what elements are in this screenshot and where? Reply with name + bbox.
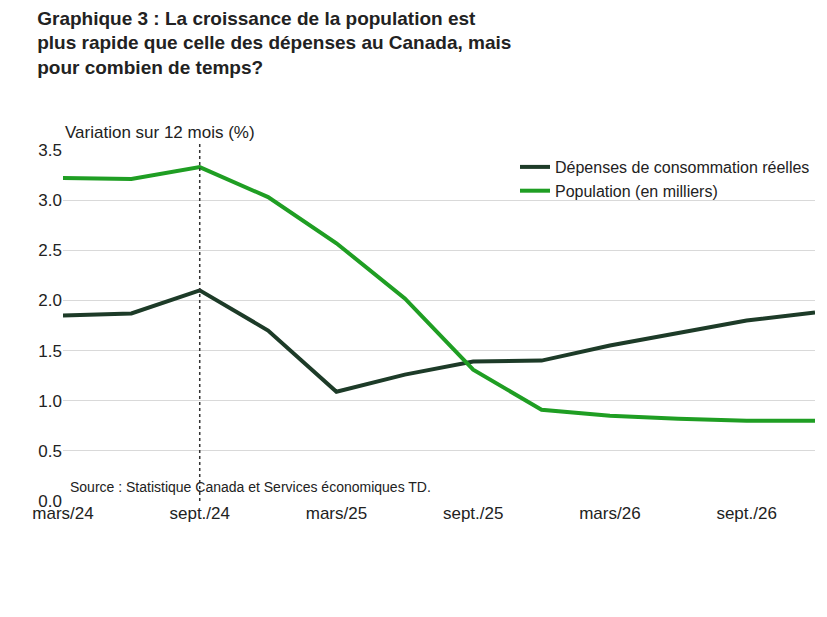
svg-text:0.5: 0.5 <box>38 442 62 461</box>
svg-text:2.0: 2.0 <box>38 291 62 310</box>
svg-text:Dépenses de consommation réell: Dépenses de consommation réelles <box>555 159 809 176</box>
svg-text:Population (en milliers): Population (en milliers) <box>555 183 718 200</box>
svg-text:Variation sur 12 mois (%): Variation sur 12 mois (%) <box>65 123 255 142</box>
svg-text:sept./24: sept./24 <box>169 504 230 523</box>
svg-text:3.0: 3.0 <box>38 191 62 210</box>
svg-text:1.5: 1.5 <box>38 342 62 361</box>
svg-text:sept./25: sept./25 <box>443 504 504 523</box>
svg-text:mars/24: mars/24 <box>32 504 93 523</box>
svg-text:Source : Statistique Canada et: Source : Statistique Canada et Services … <box>70 479 431 495</box>
svg-text:2.5: 2.5 <box>38 241 62 260</box>
svg-text:mars/25: mars/25 <box>306 504 367 523</box>
svg-text:Graphique 3 : La croissance de: Graphique 3 : La croissance de la popula… <box>37 8 511 78</box>
svg-text:3.5: 3.5 <box>38 141 62 160</box>
svg-text:sept./26: sept./26 <box>716 504 777 523</box>
svg-text:1.0: 1.0 <box>38 392 62 411</box>
svg-text:0.0: 0.0 <box>38 492 62 511</box>
svg-text:mars/26: mars/26 <box>579 504 640 523</box>
